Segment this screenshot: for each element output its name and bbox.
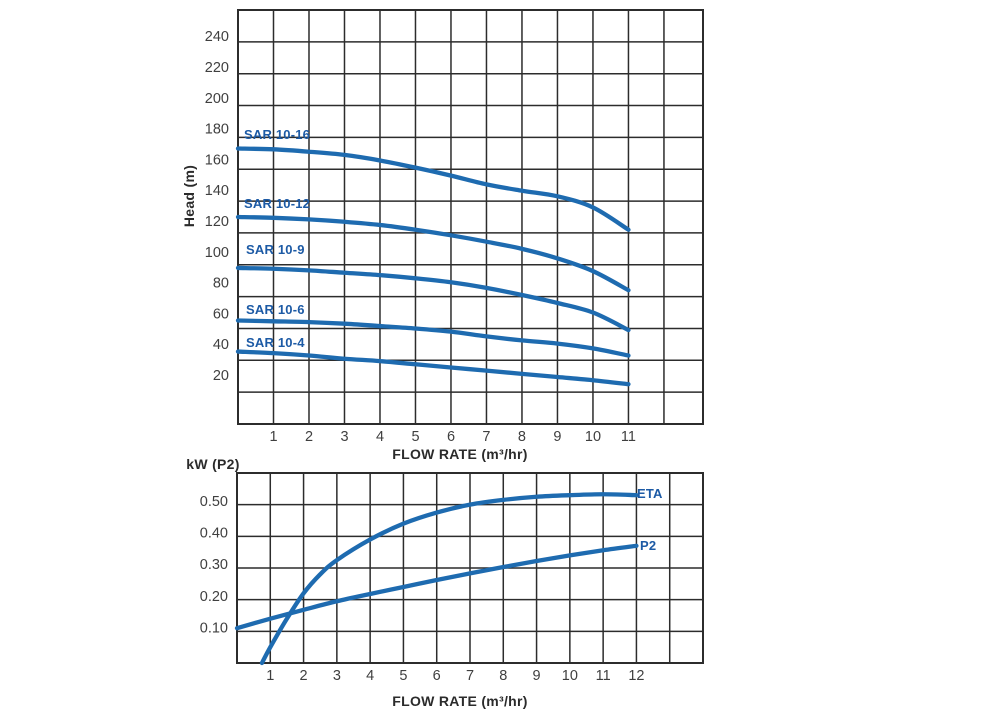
- curve-label-sar-10-12: SAR 10-12: [244, 196, 311, 211]
- y-tick-label: 60: [213, 306, 229, 322]
- y-tick-label: 0.50: [200, 494, 228, 510]
- head-y-axis-title: Head (m): [181, 164, 197, 228]
- curve-label-sar-10-9: SAR 10-9: [246, 242, 305, 257]
- plot-border: [237, 9, 704, 425]
- y-tick-label: 40: [213, 337, 229, 353]
- curve-label-sar-10-16: SAR 10-16: [244, 127, 311, 142]
- x-tick-label: 2: [300, 668, 308, 684]
- y-tick-label: 80: [213, 276, 229, 292]
- power-x-axis-title: FLOW RATE (m³/hr): [392, 693, 528, 709]
- series-curve-sar-10-6: [235, 318, 631, 358]
- x-tick-label: 3: [340, 429, 348, 445]
- x-tick-label: 6: [447, 429, 455, 445]
- series-curve-sar-10-9: [235, 265, 631, 333]
- series-curve-sar-10-16: [235, 146, 631, 232]
- x-tick-label: 1: [269, 429, 277, 445]
- x-tick-label: 8: [518, 429, 526, 445]
- y-tick-label: 180: [205, 122, 229, 138]
- x-tick-label: 7: [482, 429, 490, 445]
- y-tick-label: 120: [205, 214, 229, 230]
- x-tick-label: 9: [553, 429, 561, 445]
- y-tick-label: 0.20: [200, 589, 228, 605]
- x-tick-label: 4: [376, 429, 384, 445]
- x-tick-label: 10: [562, 668, 578, 684]
- y-tick-label: 0.30: [200, 557, 228, 573]
- series-curve-p2: [234, 543, 639, 631]
- x-tick-label: 2: [305, 429, 313, 445]
- x-tick-label: 10: [585, 429, 601, 445]
- y-tick-label: 20: [213, 368, 229, 384]
- series-curve-sar-10-12: [235, 214, 631, 293]
- x-tick-label: 9: [533, 668, 541, 684]
- x-tick-label: 12: [628, 668, 644, 684]
- curve-label-eta: ETA: [637, 486, 663, 501]
- x-tick-label: 5: [399, 668, 407, 684]
- plot-border: [236, 472, 704, 664]
- x-tick-label: 3: [333, 668, 341, 684]
- curve-label-sar-10-6: SAR 10-6: [246, 302, 305, 317]
- y-tick-label: 220: [205, 60, 229, 76]
- x-tick-label: 5: [411, 429, 419, 445]
- x-tick-label: 8: [499, 668, 507, 684]
- x-tick-label: 11: [596, 668, 611, 684]
- x-tick-label: 7: [466, 668, 474, 684]
- curve-label-sar-10-4: SAR 10-4: [246, 335, 305, 350]
- x-tick-label: 6: [433, 668, 441, 684]
- y-tick-label: 0.40: [200, 526, 228, 542]
- y-tick-label: 140: [205, 183, 229, 199]
- power-y-axis-title: kW (P2): [186, 456, 240, 472]
- x-tick-label: 4: [366, 668, 374, 684]
- x-tick-label: 1: [266, 668, 274, 684]
- y-tick-label: 240: [205, 29, 229, 45]
- head-x-axis-title: FLOW RATE (m³/hr): [392, 446, 528, 462]
- y-tick-label: 200: [205, 91, 229, 107]
- y-tick-label: 160: [205, 152, 229, 168]
- y-tick-label: 100: [205, 245, 229, 261]
- head-chart-canvas: 1 2 3 4 5 6 7 8 9 10 11 20 40 60 80 100 120 140 160 180 200 2…: [205, 9, 704, 445]
- series-curve-sar-10-4: [235, 349, 631, 387]
- curve-label-p2: P2: [640, 538, 657, 553]
- y-tick-label: 0.10: [200, 621, 228, 637]
- x-tick-label: 11: [621, 429, 636, 445]
- power-chart-canvas: 1 2 3 4 5 6 7 8 9 10 11 120.100.200.300.400.50: [200, 472, 704, 684]
